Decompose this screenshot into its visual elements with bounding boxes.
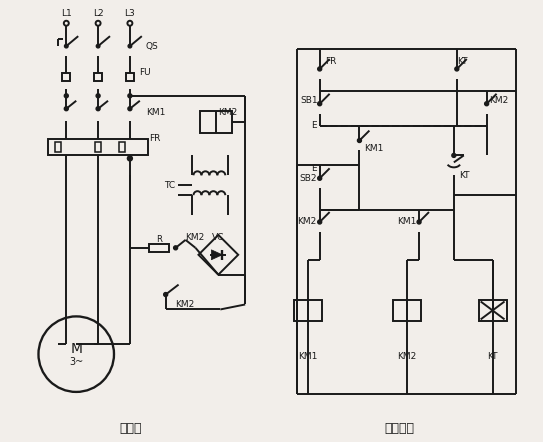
Bar [95, 141, 101, 152]
Text: TC: TC [165, 181, 175, 190]
Text: KM1: KM1 [298, 352, 318, 361]
Text: KM2: KM2 [490, 96, 509, 105]
Text: VC: VC [212, 233, 224, 242]
Circle shape [452, 153, 456, 157]
Text: KT: KT [488, 352, 498, 361]
Text: SB2: SB2 [299, 174, 317, 183]
Circle shape [357, 138, 362, 142]
Text: E: E [311, 164, 317, 173]
Text: KM2: KM2 [218, 108, 238, 117]
Bar [149, 244, 169, 252]
Circle shape [65, 44, 68, 48]
Text: 主电路: 主电路 [119, 422, 142, 435]
Circle shape [96, 44, 100, 48]
Text: L1: L1 [61, 9, 72, 18]
Circle shape [96, 107, 100, 110]
Bar [119, 141, 125, 152]
Circle shape [128, 94, 132, 98]
Bar [393, 300, 421, 321]
Text: L2: L2 [93, 9, 103, 18]
Text: KT: KT [459, 171, 469, 180]
Text: E: E [311, 121, 317, 130]
Circle shape [318, 220, 321, 224]
Text: KM2: KM2 [298, 217, 317, 226]
Circle shape [417, 220, 421, 224]
Circle shape [318, 102, 321, 106]
Circle shape [163, 293, 168, 297]
Text: 3~: 3~ [69, 357, 84, 367]
Text: R: R [156, 236, 162, 244]
Text: KM1: KM1 [397, 217, 416, 226]
Bar [55, 141, 61, 152]
Text: FR: FR [325, 57, 336, 65]
Text: KM2: KM2 [397, 352, 417, 361]
Text: SB1: SB1 [300, 96, 318, 105]
Text: QS: QS [146, 42, 159, 50]
Text: KM2: KM2 [186, 233, 205, 242]
Polygon shape [211, 250, 222, 260]
Text: M: M [70, 342, 82, 356]
Circle shape [64, 107, 68, 110]
Circle shape [174, 246, 178, 250]
Circle shape [128, 156, 132, 161]
Circle shape [96, 94, 100, 98]
Circle shape [64, 94, 68, 98]
Text: FR: FR [149, 134, 160, 143]
Circle shape [128, 44, 132, 48]
Text: KT: KT [457, 57, 468, 65]
Text: KM2: KM2 [175, 300, 195, 309]
Circle shape [455, 67, 459, 71]
Text: 控制电路: 控制电路 [384, 422, 414, 435]
Bar [62, 73, 70, 81]
Bar [126, 73, 134, 81]
Text: KM1: KM1 [364, 144, 384, 153]
Bar [94, 73, 102, 81]
Circle shape [318, 176, 321, 180]
Bar [48, 138, 148, 156]
Circle shape [128, 107, 132, 110]
Text: KM1: KM1 [146, 108, 165, 117]
Text: FU: FU [139, 69, 150, 77]
Bar [479, 300, 507, 321]
Bar [200, 110, 232, 133]
Circle shape [485, 102, 489, 106]
Circle shape [318, 67, 321, 71]
Text: L3: L3 [124, 9, 135, 18]
Bar [294, 300, 321, 321]
